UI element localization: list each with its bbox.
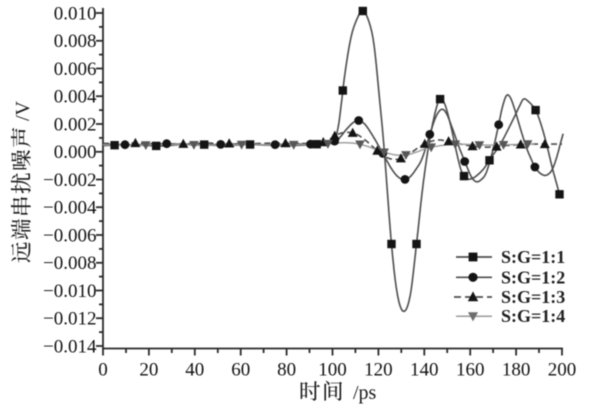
svg-text:S:G=1:4: S:G=1:4 <box>501 306 565 326</box>
svg-text:/V: /V <box>12 100 34 121</box>
svg-text:S:G=1:2: S:G=1:2 <box>501 267 565 287</box>
svg-text:140: 140 <box>410 360 439 381</box>
svg-text:0.008: 0.008 <box>54 31 97 52</box>
svg-text:100: 100 <box>318 360 347 381</box>
svg-text:0.002: 0.002 <box>54 114 97 135</box>
svg-text:40: 40 <box>185 360 204 381</box>
svg-text:20: 20 <box>139 360 158 381</box>
svg-text:−0.012: −0.012 <box>43 309 96 330</box>
svg-text:−0.006: −0.006 <box>43 225 96 246</box>
svg-text:160: 160 <box>456 360 485 381</box>
svg-text:0.004: 0.004 <box>54 87 97 108</box>
svg-text:S:G=1:1: S:G=1:1 <box>501 247 565 267</box>
svg-text:60: 60 <box>231 360 250 381</box>
svg-text:120: 120 <box>364 360 393 381</box>
svg-text:180: 180 <box>502 360 531 381</box>
svg-text:0: 0 <box>98 360 108 381</box>
svg-text:−0.004: −0.004 <box>43 198 97 219</box>
svg-text:200: 200 <box>548 360 577 381</box>
svg-text:−0.014: −0.014 <box>43 336 97 357</box>
svg-text:80: 80 <box>277 360 296 381</box>
svg-text:0.006: 0.006 <box>54 59 97 80</box>
svg-text:−0.002: −0.002 <box>43 170 96 191</box>
svg-text:/ps: /ps <box>353 382 377 404</box>
svg-text:0.000: 0.000 <box>54 142 97 163</box>
svg-text:S:G=1:3: S:G=1:3 <box>501 287 565 307</box>
svg-text:0.010: 0.010 <box>54 3 97 24</box>
svg-text:−0.008: −0.008 <box>43 253 96 274</box>
svg-text:−0.010: −0.010 <box>43 281 96 302</box>
